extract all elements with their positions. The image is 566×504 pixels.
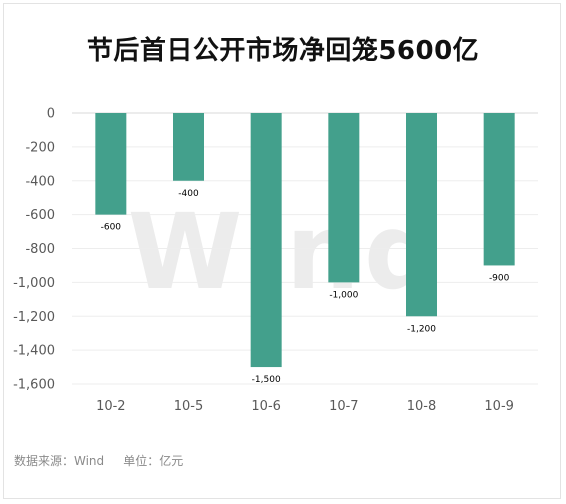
y-tick-label: -1,200 <box>13 310 55 325</box>
x-tick-label: 10-2 <box>96 399 126 414</box>
chart-title: 节后首日公开市场净回笼5600亿 <box>86 36 480 66</box>
data-labels: -600 -400 -1,500 -1,000 -1,200 -900 <box>101 189 510 385</box>
data-label: -900 <box>489 273 510 283</box>
y-tick-label: -1,600 <box>13 378 55 393</box>
x-tick-label: 10-5 <box>174 399 204 414</box>
x-tick-label: 10-9 <box>484 399 514 414</box>
data-label: -1,200 <box>407 324 436 334</box>
y-tick-label: -200 <box>25 140 55 155</box>
bars <box>95 113 515 368</box>
y-tick-label: 0 <box>47 107 55 122</box>
x-tick-label: 10-7 <box>329 399 359 414</box>
y-tick-label: -1,000 <box>13 276 55 291</box>
watermark: Wind <box>128 191 443 313</box>
x-axis: 10-2 10-5 10-6 10-7 10-8 10-9 <box>96 399 514 414</box>
y-tick-label: -600 <box>25 208 55 223</box>
bar <box>95 113 127 215</box>
data-label: -1,000 <box>329 290 358 300</box>
y-tick-label: -800 <box>25 242 55 257</box>
chart-frame <box>3 3 561 499</box>
y-tick-label: -400 <box>25 174 55 189</box>
gridlines <box>72 112 538 385</box>
y-tick-label: -1,400 <box>13 344 55 359</box>
x-tick-label: 10-8 <box>407 399 437 414</box>
bar <box>250 113 282 368</box>
data-label: -400 <box>178 189 199 199</box>
bar <box>406 113 437 317</box>
bar <box>328 113 360 283</box>
bar <box>173 113 204 181</box>
y-axis: 0 -200 -400 -600 -800 -1,000 -1,200 -1,400 -1,60… <box>13 107 55 393</box>
data-label: -1,500 <box>252 375 281 385</box>
source-note: 数据来源：Wind 单位：亿元 <box>14 454 184 468</box>
data-label: -600 <box>101 223 122 233</box>
bar <box>483 113 515 266</box>
x-tick-label: 10-6 <box>251 399 281 414</box>
